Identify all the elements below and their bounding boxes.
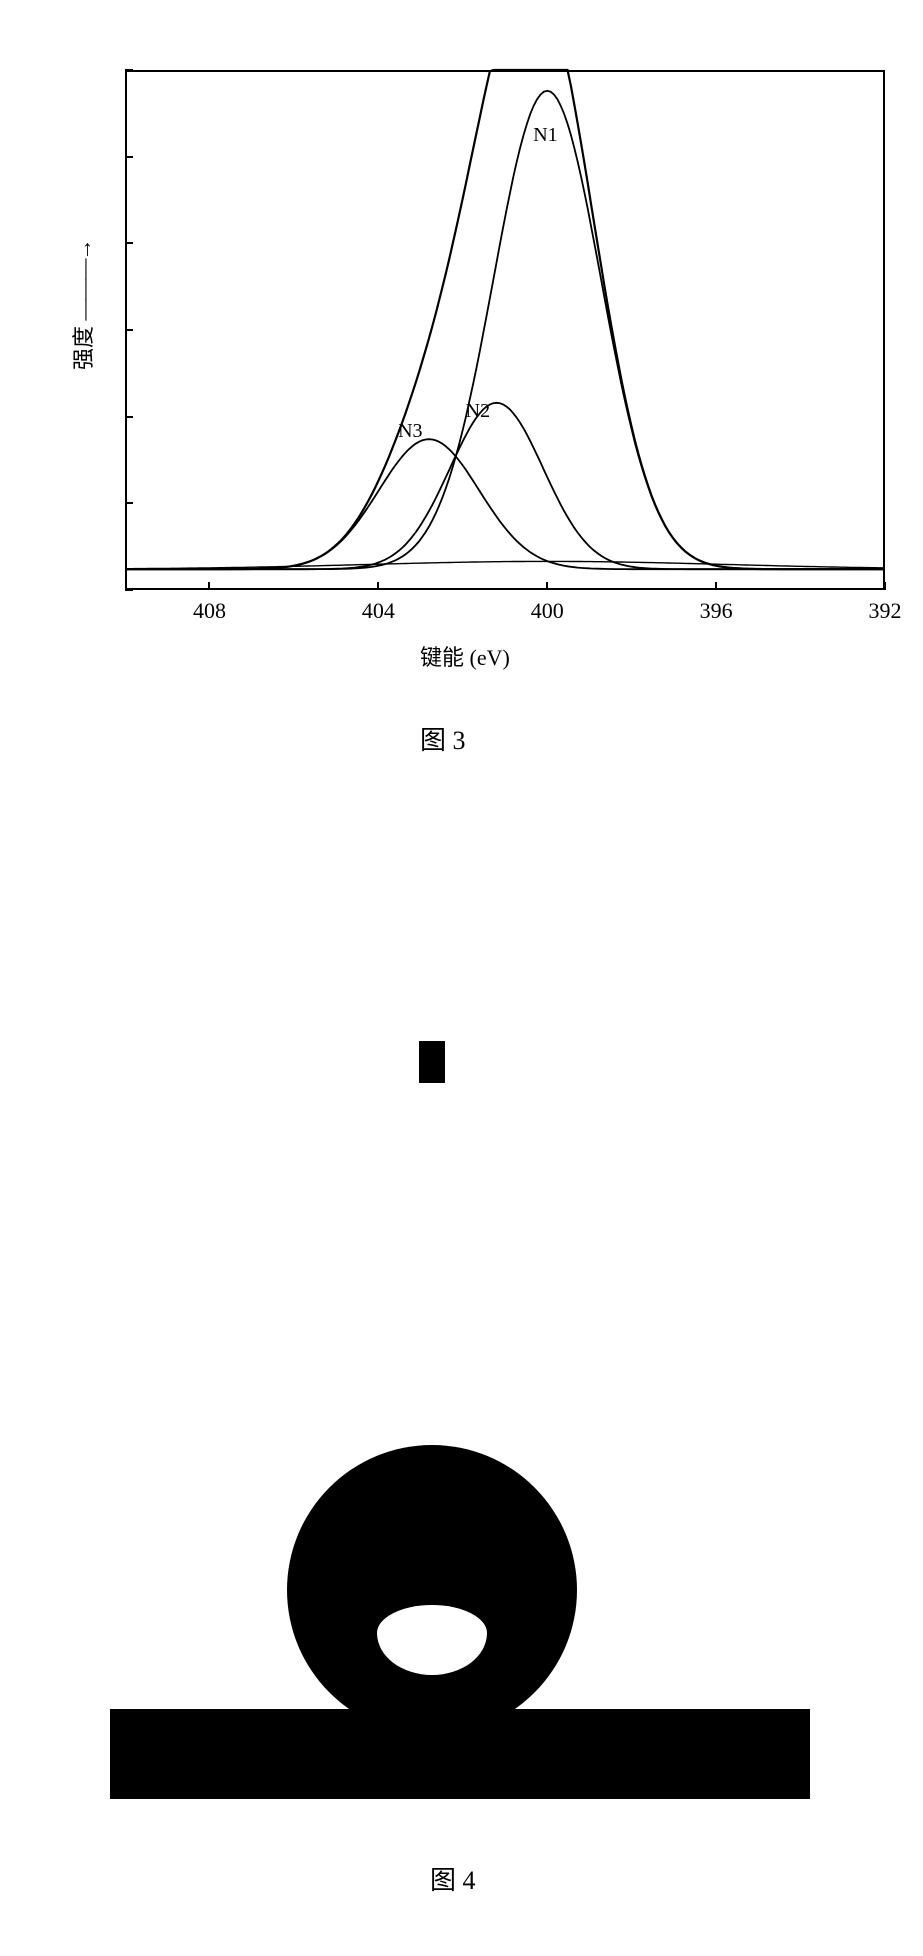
peak-curve [125,403,885,569]
y-axis-label-text: 强度 [71,326,96,370]
peak-label: N3 [398,420,422,443]
x-tick-label: 404 [353,598,403,624]
peak-curve [125,439,885,569]
dispenser-tip [419,1041,445,1083]
peak-curve [125,91,885,569]
x-tick-label: 400 [522,598,572,624]
figure-3-caption: 图 3 [420,720,466,757]
peak-label: N2 [466,400,490,423]
baseline-curve [125,561,885,568]
x-tick-label: 396 [691,598,741,624]
x-axis-label: 键能 (eV) [420,640,510,672]
arrow-icon: ———→ [71,240,96,320]
y-axis-label: 强度 ———→ [66,240,98,370]
substrate-surface [110,1709,810,1799]
x-tick-label: 408 [184,598,234,624]
envelope-curve [125,70,885,569]
peak-label: N1 [533,124,557,147]
spectrum-curves [125,70,885,590]
x-tick-label: 392 [860,598,910,624]
figure-4-caption: 图 4 [430,1860,476,1897]
chart-plot-area: N1 N2 N3 [125,70,885,590]
photo-area [110,1000,810,1820]
water-droplet [287,1445,577,1735]
